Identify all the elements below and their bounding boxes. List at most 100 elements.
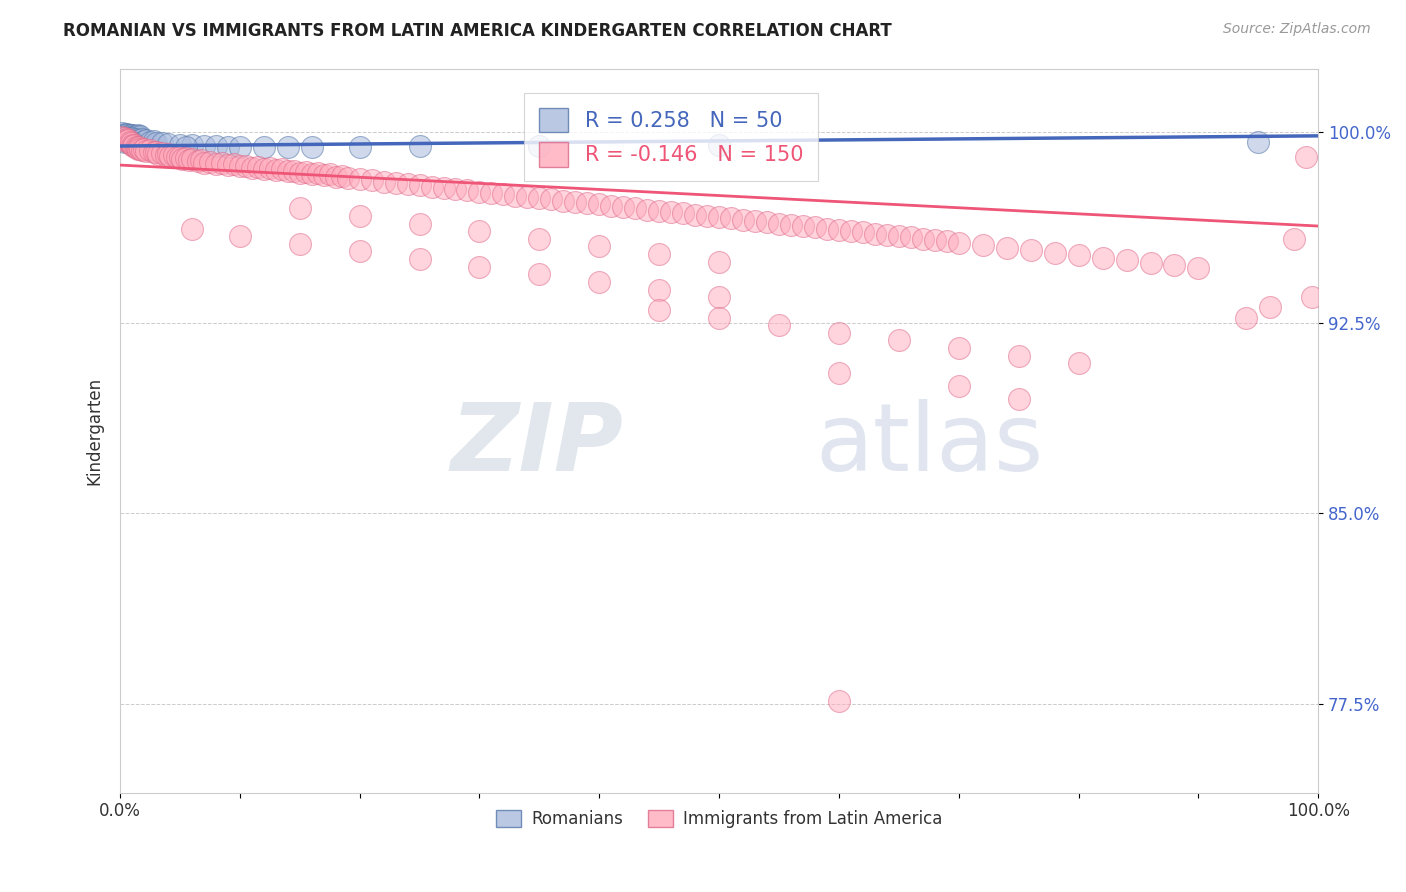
Point bbox=[336, 170, 359, 185]
Point bbox=[277, 140, 299, 154]
Point bbox=[707, 310, 730, 325]
Point bbox=[924, 233, 946, 247]
Point bbox=[648, 203, 671, 218]
Point bbox=[122, 133, 145, 147]
Point bbox=[115, 128, 138, 142]
Point bbox=[744, 214, 766, 228]
Point bbox=[564, 194, 586, 209]
Point bbox=[636, 202, 658, 217]
Point bbox=[112, 131, 135, 145]
Point bbox=[588, 197, 610, 211]
Text: ROMANIAN VS IMMIGRANTS FROM LATIN AMERICA KINDERGARTEN CORRELATION CHART: ROMANIAN VS IMMIGRANTS FROM LATIN AMERIC… bbox=[63, 22, 891, 40]
Point bbox=[190, 153, 212, 168]
Point bbox=[229, 229, 252, 244]
Point bbox=[1163, 259, 1185, 273]
Point bbox=[150, 145, 173, 160]
Text: ZIP: ZIP bbox=[450, 399, 623, 491]
Point bbox=[114, 135, 136, 149]
Point bbox=[707, 290, 730, 304]
Point bbox=[124, 128, 146, 143]
Point bbox=[294, 165, 316, 179]
Point bbox=[648, 247, 671, 261]
Point bbox=[529, 268, 551, 282]
Point bbox=[948, 341, 970, 355]
Point bbox=[516, 190, 538, 204]
Point bbox=[624, 201, 647, 215]
Point bbox=[312, 168, 335, 182]
Point bbox=[174, 140, 197, 154]
Point bbox=[935, 235, 957, 249]
Point bbox=[408, 252, 430, 266]
Point bbox=[120, 131, 142, 145]
Point bbox=[150, 136, 173, 151]
Point bbox=[588, 275, 610, 289]
Point bbox=[139, 135, 162, 149]
Point bbox=[114, 127, 136, 141]
Point bbox=[1043, 245, 1066, 260]
Point bbox=[863, 227, 886, 241]
Point bbox=[131, 132, 153, 146]
Point bbox=[1091, 251, 1114, 265]
Point bbox=[270, 162, 292, 177]
Point bbox=[174, 151, 197, 165]
Point bbox=[756, 215, 779, 229]
Point bbox=[780, 218, 803, 232]
Point bbox=[659, 205, 682, 219]
Point bbox=[360, 173, 382, 187]
Point bbox=[828, 223, 851, 237]
Point bbox=[1067, 356, 1090, 370]
Point bbox=[815, 221, 838, 235]
Point bbox=[887, 334, 910, 348]
Point bbox=[122, 139, 145, 153]
Point bbox=[246, 160, 269, 174]
Point bbox=[148, 146, 170, 161]
Y-axis label: Kindergarten: Kindergarten bbox=[86, 376, 103, 484]
Point bbox=[180, 153, 202, 167]
Point bbox=[135, 133, 157, 147]
Point bbox=[118, 135, 141, 149]
Point bbox=[318, 168, 340, 182]
Point bbox=[330, 169, 353, 183]
Point bbox=[217, 140, 239, 154]
Point bbox=[198, 154, 221, 169]
Point bbox=[128, 140, 150, 154]
Point bbox=[129, 129, 152, 144]
Point bbox=[121, 135, 143, 149]
Point bbox=[804, 220, 827, 235]
Point bbox=[120, 136, 142, 151]
Point bbox=[792, 219, 814, 233]
Point bbox=[828, 367, 851, 381]
Point bbox=[349, 139, 371, 153]
Point bbox=[127, 133, 149, 147]
Point bbox=[900, 230, 922, 244]
Point bbox=[124, 131, 146, 145]
Point bbox=[135, 144, 157, 158]
Point bbox=[733, 212, 755, 227]
Point bbox=[529, 191, 551, 205]
Point bbox=[612, 200, 634, 214]
Point bbox=[468, 260, 491, 274]
Point bbox=[112, 131, 135, 145]
Point bbox=[408, 217, 430, 231]
Point bbox=[180, 138, 202, 153]
Point bbox=[720, 211, 742, 226]
Point bbox=[325, 169, 347, 184]
Point bbox=[972, 238, 994, 252]
Point bbox=[1115, 253, 1137, 268]
Point bbox=[349, 209, 371, 223]
Point bbox=[408, 139, 430, 153]
Point bbox=[420, 179, 443, 194]
Point bbox=[948, 235, 970, 250]
Point bbox=[540, 193, 562, 207]
Point bbox=[142, 145, 165, 160]
Point bbox=[172, 152, 194, 166]
Point bbox=[115, 127, 138, 141]
Point bbox=[129, 142, 152, 156]
Point bbox=[117, 132, 139, 146]
Point bbox=[127, 142, 149, 156]
Point bbox=[112, 128, 135, 142]
Point bbox=[492, 187, 515, 202]
Point bbox=[193, 138, 215, 153]
Point bbox=[115, 130, 138, 145]
Point bbox=[114, 133, 136, 147]
